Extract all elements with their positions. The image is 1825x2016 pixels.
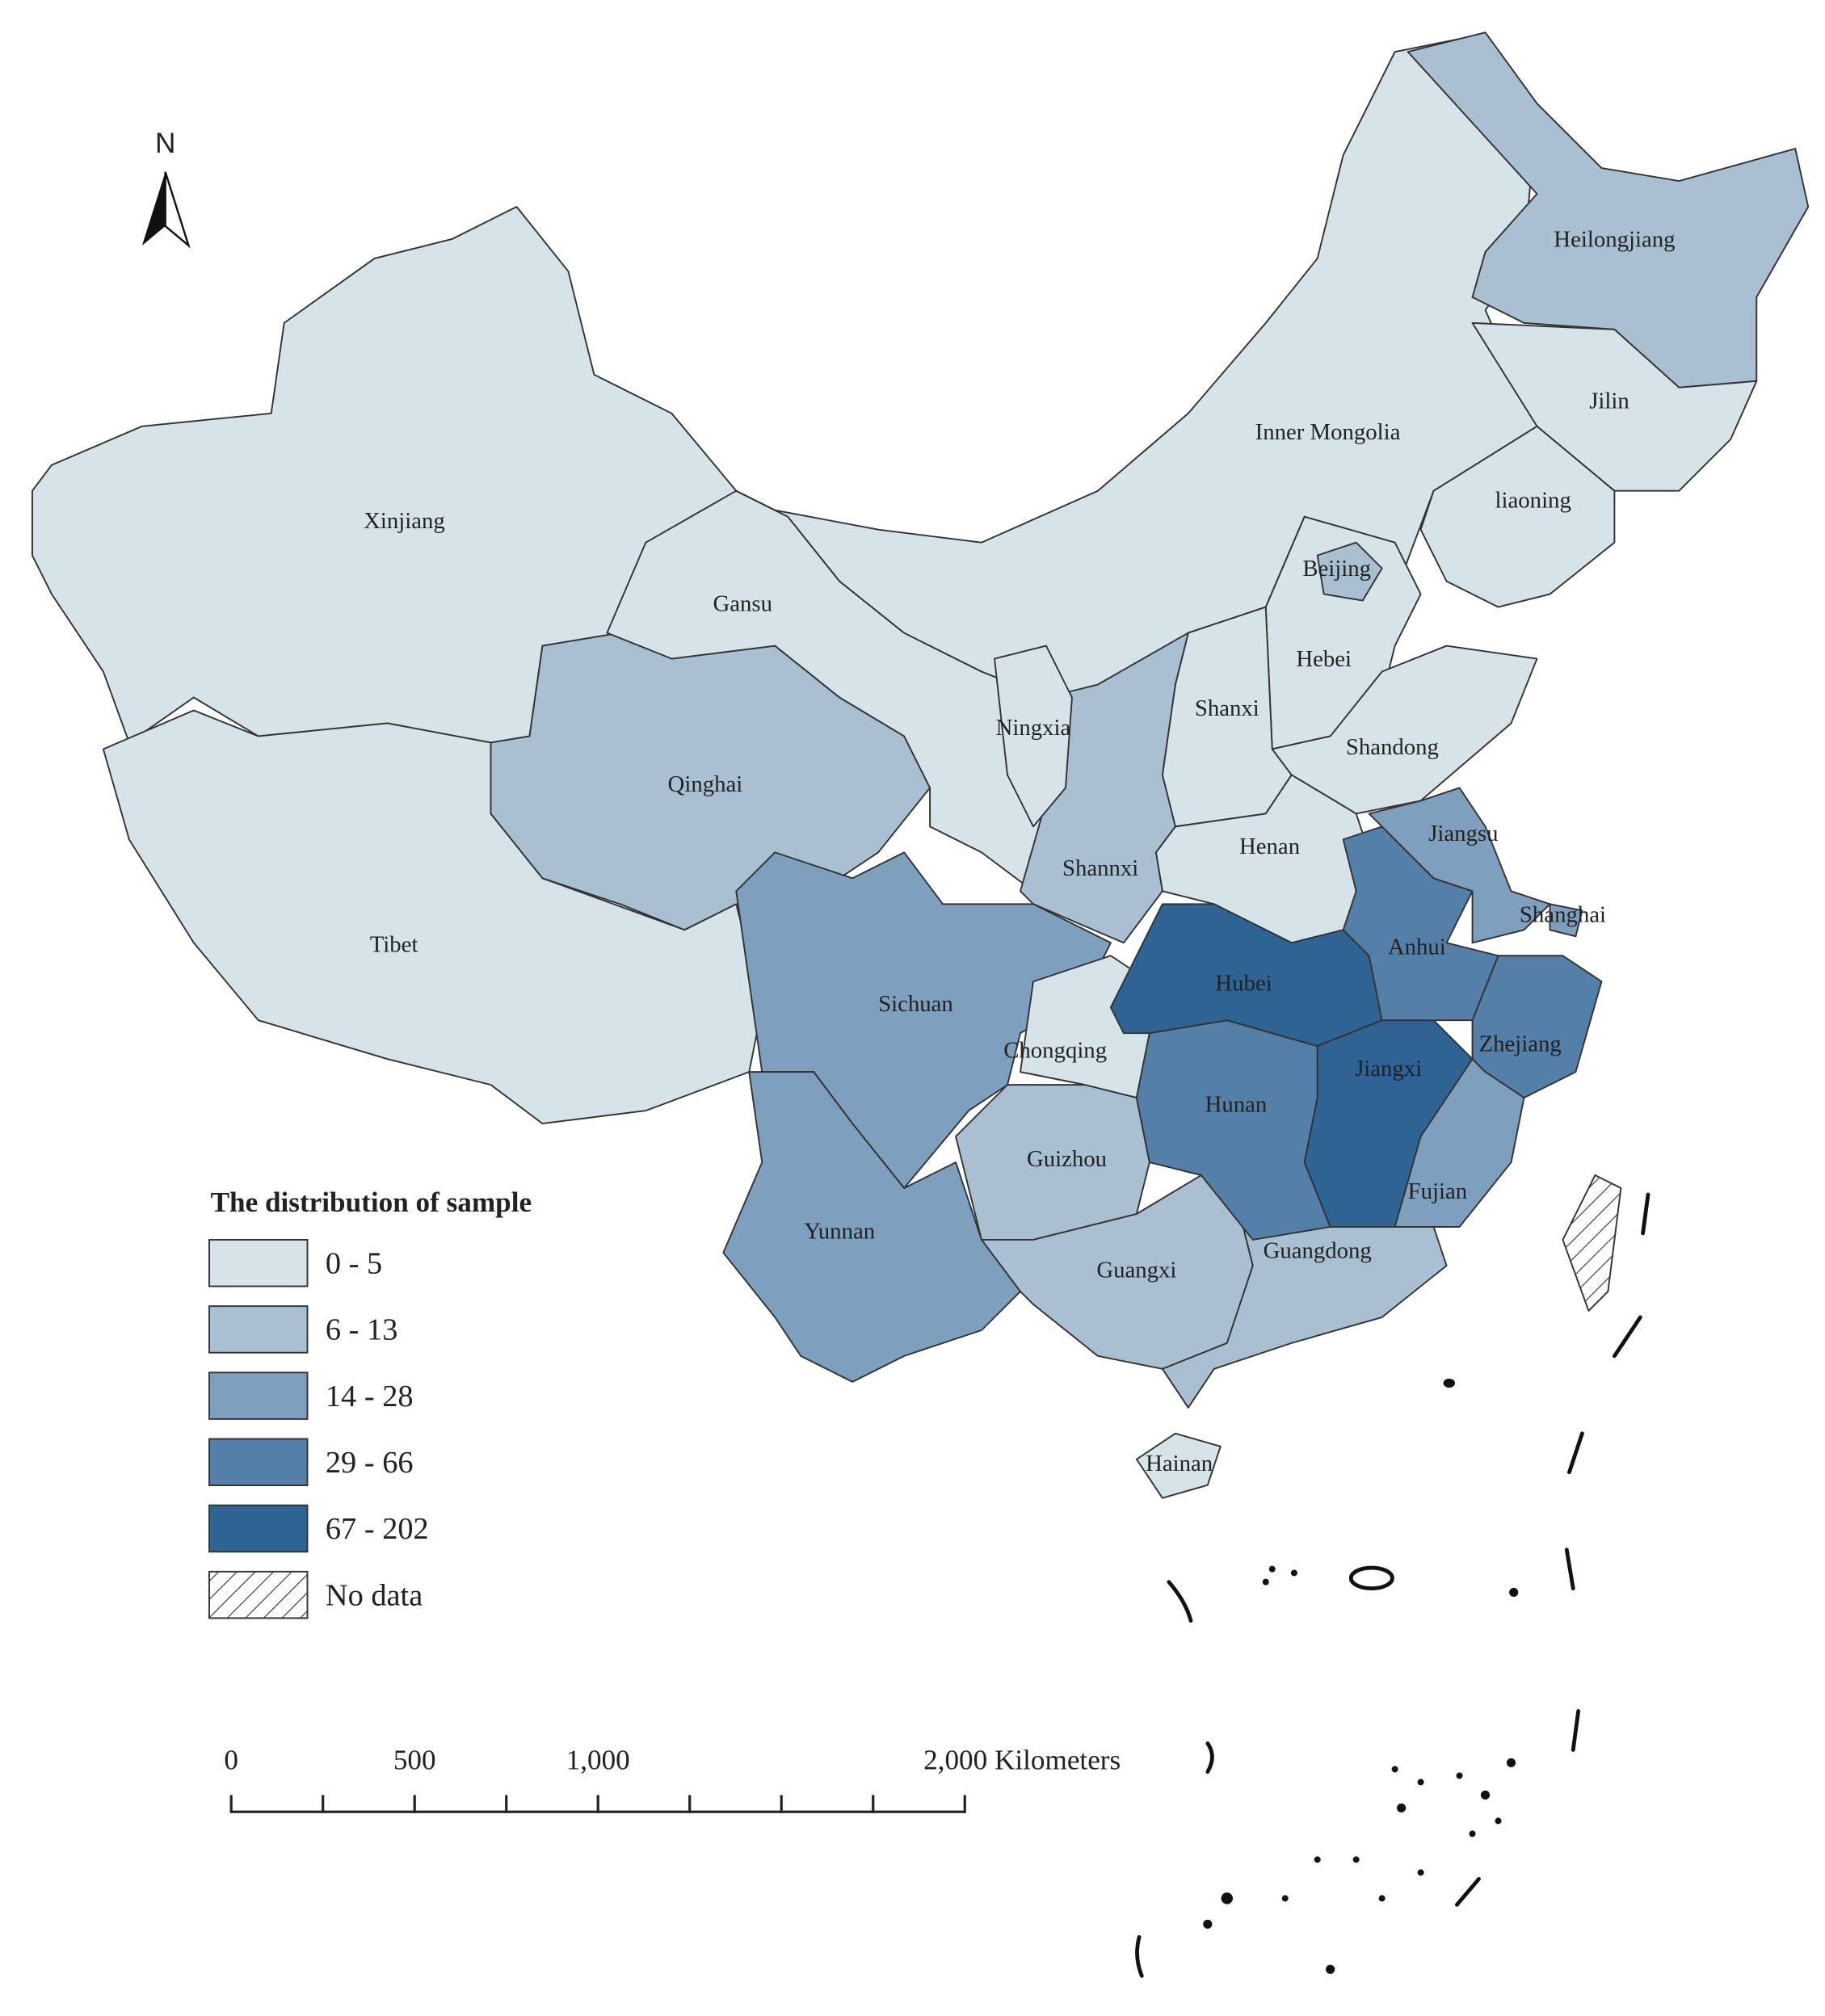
province-label: Heilongjiang — [1554, 227, 1675, 253]
province — [1407, 32, 1810, 388]
province — [1368, 787, 1551, 944]
province-label: liaoning — [1495, 487, 1571, 513]
south-sea-islands — [1203, 1378, 1519, 1974]
province-label: Guizhou — [1027, 1146, 1107, 1172]
province-label: Shandong — [1346, 734, 1439, 760]
province — [994, 645, 1073, 828]
province-label: Guangdong — [1264, 1237, 1372, 1263]
scale-label: 500 — [393, 1744, 436, 1775]
legend-swatch — [208, 1239, 309, 1287]
province-label: Ningxia — [996, 715, 1071, 741]
province-label: Qinghai — [668, 771, 743, 797]
province-label: Zhejiang — [1479, 1031, 1562, 1057]
taiwan — [1562, 1174, 1622, 1312]
province-label: Inner Mongolia — [1255, 419, 1401, 445]
province — [1549, 903, 1583, 938]
province-label: Henan — [1239, 834, 1300, 859]
province — [1394, 1058, 1525, 1228]
north-arrow: N — [141, 128, 191, 249]
province-label: Anhui — [1388, 934, 1446, 960]
province-label: Xinjiang — [364, 508, 445, 534]
legend-label: 67 - 202 — [326, 1512, 429, 1546]
scale-label: 1,000 — [566, 1744, 630, 1775]
scale-label: 2,000 Kilometers — [923, 1744, 1121, 1775]
province-label: Shanxi — [1195, 695, 1259, 721]
legend-swatch — [208, 1438, 309, 1487]
province-label: Fujian — [1408, 1178, 1468, 1204]
legend-swatch — [208, 1570, 309, 1619]
province-label: Hubei — [1215, 970, 1272, 996]
province-label: Hunan — [1205, 1092, 1268, 1118]
province-label: Guangxi — [1096, 1257, 1176, 1283]
province — [1419, 425, 1616, 608]
province-label: Jiangsu — [1428, 821, 1498, 846]
provinces: Xinjiang Tibet Qinghai Gansu Inner Mongolia H… — [32, 32, 1810, 1499]
province-label: Yunnan — [804, 1218, 875, 1244]
province-label: Beijing — [1302, 556, 1371, 582]
legend-swatch — [208, 1504, 309, 1553]
legend-label: 6 - 13 — [326, 1313, 398, 1347]
province-label: Jiangxi — [1355, 1056, 1422, 1082]
province — [722, 1071, 1021, 1383]
legend-swatch — [208, 1305, 309, 1354]
province — [1316, 541, 1383, 602]
legend-label: 29 - 66 — [326, 1446, 414, 1480]
province-label: Jilin — [1589, 388, 1629, 414]
legend-label: No data — [326, 1578, 423, 1612]
legend-swatch — [208, 1371, 309, 1420]
province-label: Chongqing — [1003, 1038, 1107, 1064]
province-label: Gansu — [713, 590, 773, 616]
legend-label: 14 - 28 — [326, 1380, 414, 1413]
north-label: N — [155, 128, 175, 159]
province-label: Shannxi — [1062, 855, 1138, 881]
legend: 0 - 5 6 - 13 14 - 28 29 - 66 67 - 202 No data — [208, 1239, 429, 1619]
legend-label: 0 - 5 — [326, 1247, 382, 1281]
legend-title: The distribution of sample — [211, 1186, 532, 1218]
scale-bar: 0 500 1,000 2,000 Kilometers — [224, 1744, 1121, 1813]
province-label: Shanghai — [1520, 902, 1606, 928]
province-label: Sichuan — [878, 991, 953, 1017]
scale-label: 0 — [224, 1744, 238, 1775]
dash-line — [1135, 1192, 1650, 1978]
province — [1135, 1432, 1222, 1499]
province-label: Hebei — [1296, 646, 1352, 672]
province-label: Tibet — [370, 931, 418, 957]
province-label: Hainan — [1146, 1451, 1213, 1476]
